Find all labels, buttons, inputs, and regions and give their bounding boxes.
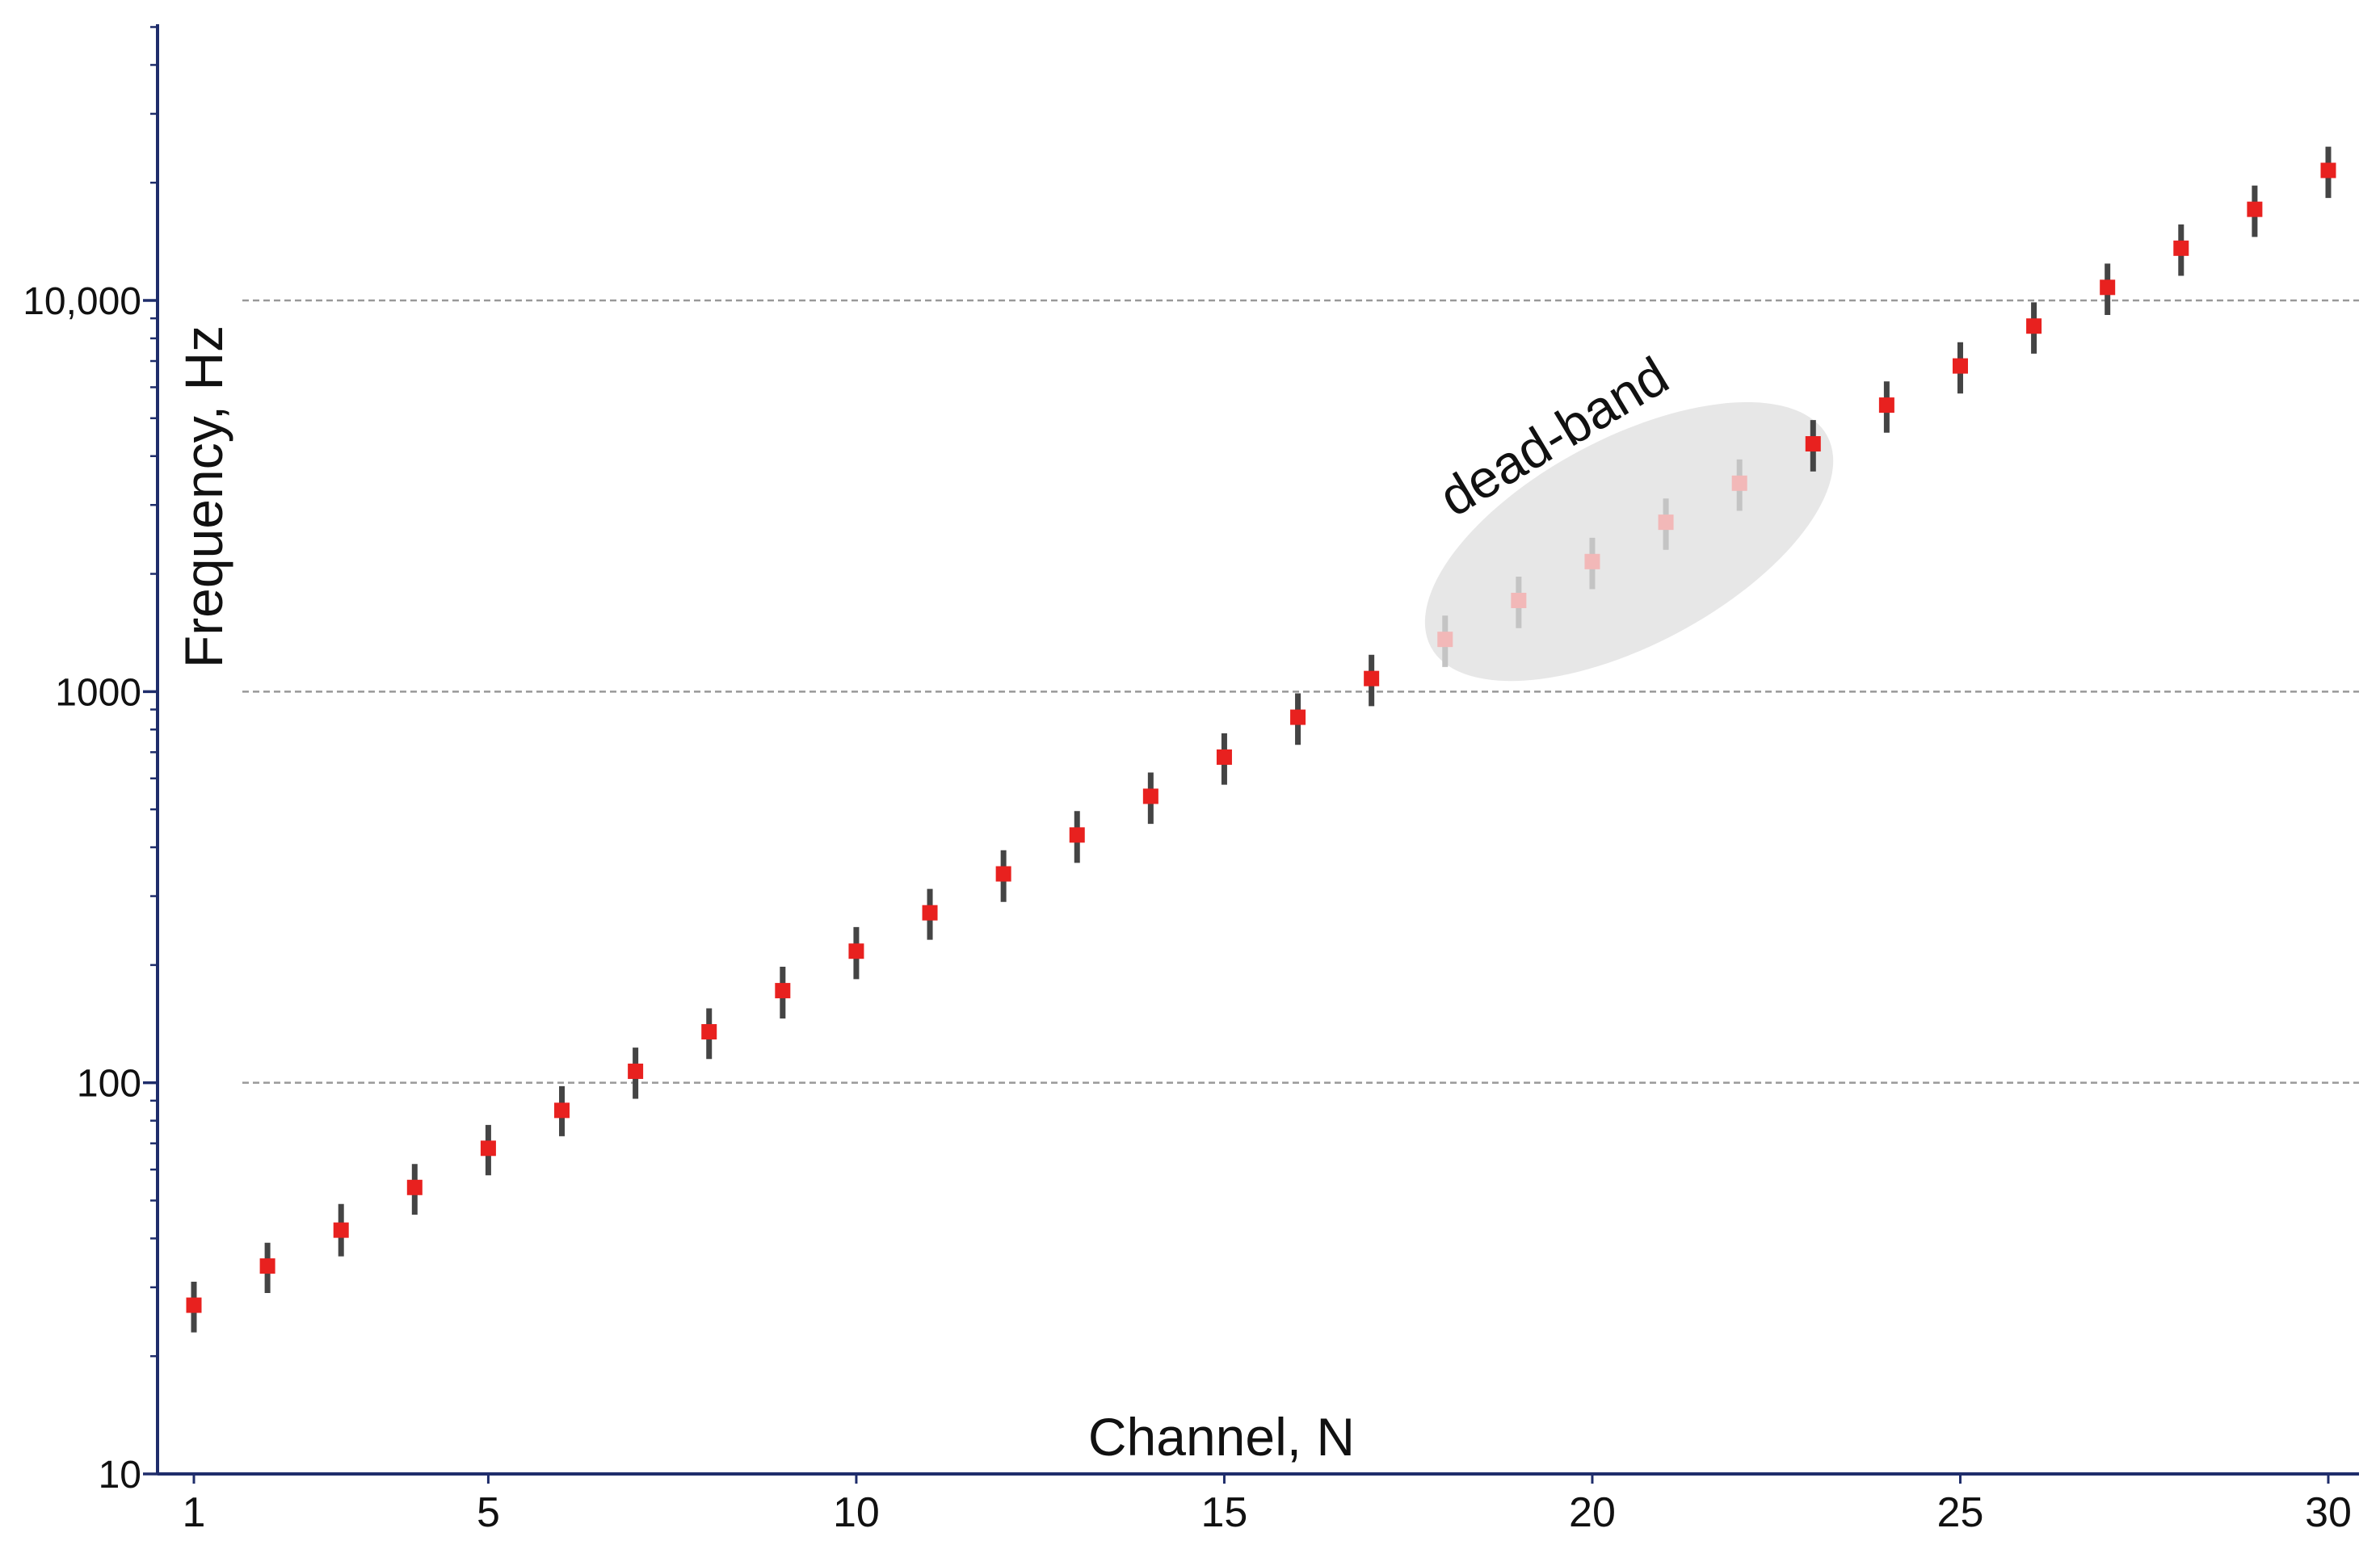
data-point — [1069, 811, 1085, 863]
data-marker — [1142, 788, 1158, 804]
data-marker — [1658, 514, 1674, 531]
y-tick-label: 100 — [77, 1063, 141, 1106]
data-marker — [1290, 709, 1306, 725]
data-points — [186, 146, 2336, 1333]
data-marker — [1069, 827, 1085, 843]
data-marker — [628, 1063, 644, 1079]
y-axis-label: Frequency, Hz — [174, 325, 233, 668]
data-marker — [701, 1024, 717, 1040]
data-marker — [554, 1102, 570, 1119]
dead-band-ellipse — [1424, 401, 1834, 682]
data-marker — [775, 983, 791, 999]
data-marker — [2173, 240, 2189, 256]
dead-band-region — [1424, 401, 1834, 682]
data-point — [775, 966, 791, 1019]
data-marker — [1437, 632, 1453, 648]
data-point — [1437, 615, 1453, 667]
data-point — [1142, 772, 1158, 825]
data-point — [1731, 459, 1747, 511]
data-point — [2026, 302, 2042, 354]
x-tick-label: 5 — [477, 1489, 500, 1536]
data-point — [1805, 420, 1821, 472]
data-point — [186, 1282, 202, 1333]
data-point — [480, 1124, 496, 1176]
data-point — [2173, 224, 2189, 276]
data-point — [922, 888, 938, 940]
data-marker — [2026, 318, 2042, 334]
data-point — [333, 1203, 349, 1257]
data-point — [1878, 381, 1894, 433]
data-point — [1511, 577, 1527, 628]
data-marker — [1805, 436, 1821, 452]
x-tick-label: 15 — [1201, 1489, 1248, 1536]
data-point — [1216, 733, 1232, 785]
x-tick-label: 30 — [2305, 1489, 2352, 1536]
y-tick-label: 10 — [99, 1454, 141, 1497]
data-marker — [406, 1179, 423, 1195]
data-marker — [922, 905, 938, 921]
data-marker — [1584, 553, 1600, 569]
data-marker — [2320, 162, 2336, 178]
data-marker — [2247, 201, 2263, 217]
data-marker — [1731, 475, 1747, 491]
data-point — [2247, 185, 2263, 237]
data-marker — [1364, 670, 1380, 686]
data-point — [1658, 498, 1674, 550]
grid-lines — [242, 299, 2359, 1084]
data-marker — [259, 1258, 275, 1274]
data-marker — [1216, 749, 1232, 765]
data-point — [848, 926, 864, 980]
data-marker — [995, 866, 1011, 882]
data-point — [1952, 342, 1968, 394]
data-marker — [186, 1297, 202, 1313]
data-point — [628, 1047, 644, 1099]
data-point — [2320, 146, 2336, 199]
x-axis-label: Channel, N — [1088, 1407, 1355, 1467]
data-point — [554, 1085, 570, 1136]
axes — [143, 24, 2359, 1484]
x-tick-label: 20 — [1569, 1489, 1616, 1536]
data-marker — [333, 1222, 349, 1238]
data-point — [1364, 654, 1380, 707]
data-point — [701, 1008, 717, 1060]
data-point — [1584, 537, 1600, 590]
data-point — [995, 850, 1011, 902]
x-tick-label: 10 — [833, 1489, 880, 1536]
data-point — [406, 1164, 423, 1215]
data-marker — [1511, 592, 1527, 608]
x-tick-label: 1 — [183, 1489, 206, 1536]
y-tick-label: 1000 — [55, 671, 141, 714]
data-point — [2100, 263, 2116, 315]
data-marker — [1878, 397, 1894, 414]
data-marker — [480, 1140, 496, 1157]
x-tick-label: 25 — [1937, 1489, 1984, 1536]
data-marker — [848, 943, 864, 959]
y-tick-label: 10,000 — [23, 280, 141, 323]
data-point — [1290, 693, 1306, 745]
data-point — [259, 1242, 275, 1294]
data-marker — [2100, 279, 2116, 296]
data-marker — [1952, 358, 1968, 374]
